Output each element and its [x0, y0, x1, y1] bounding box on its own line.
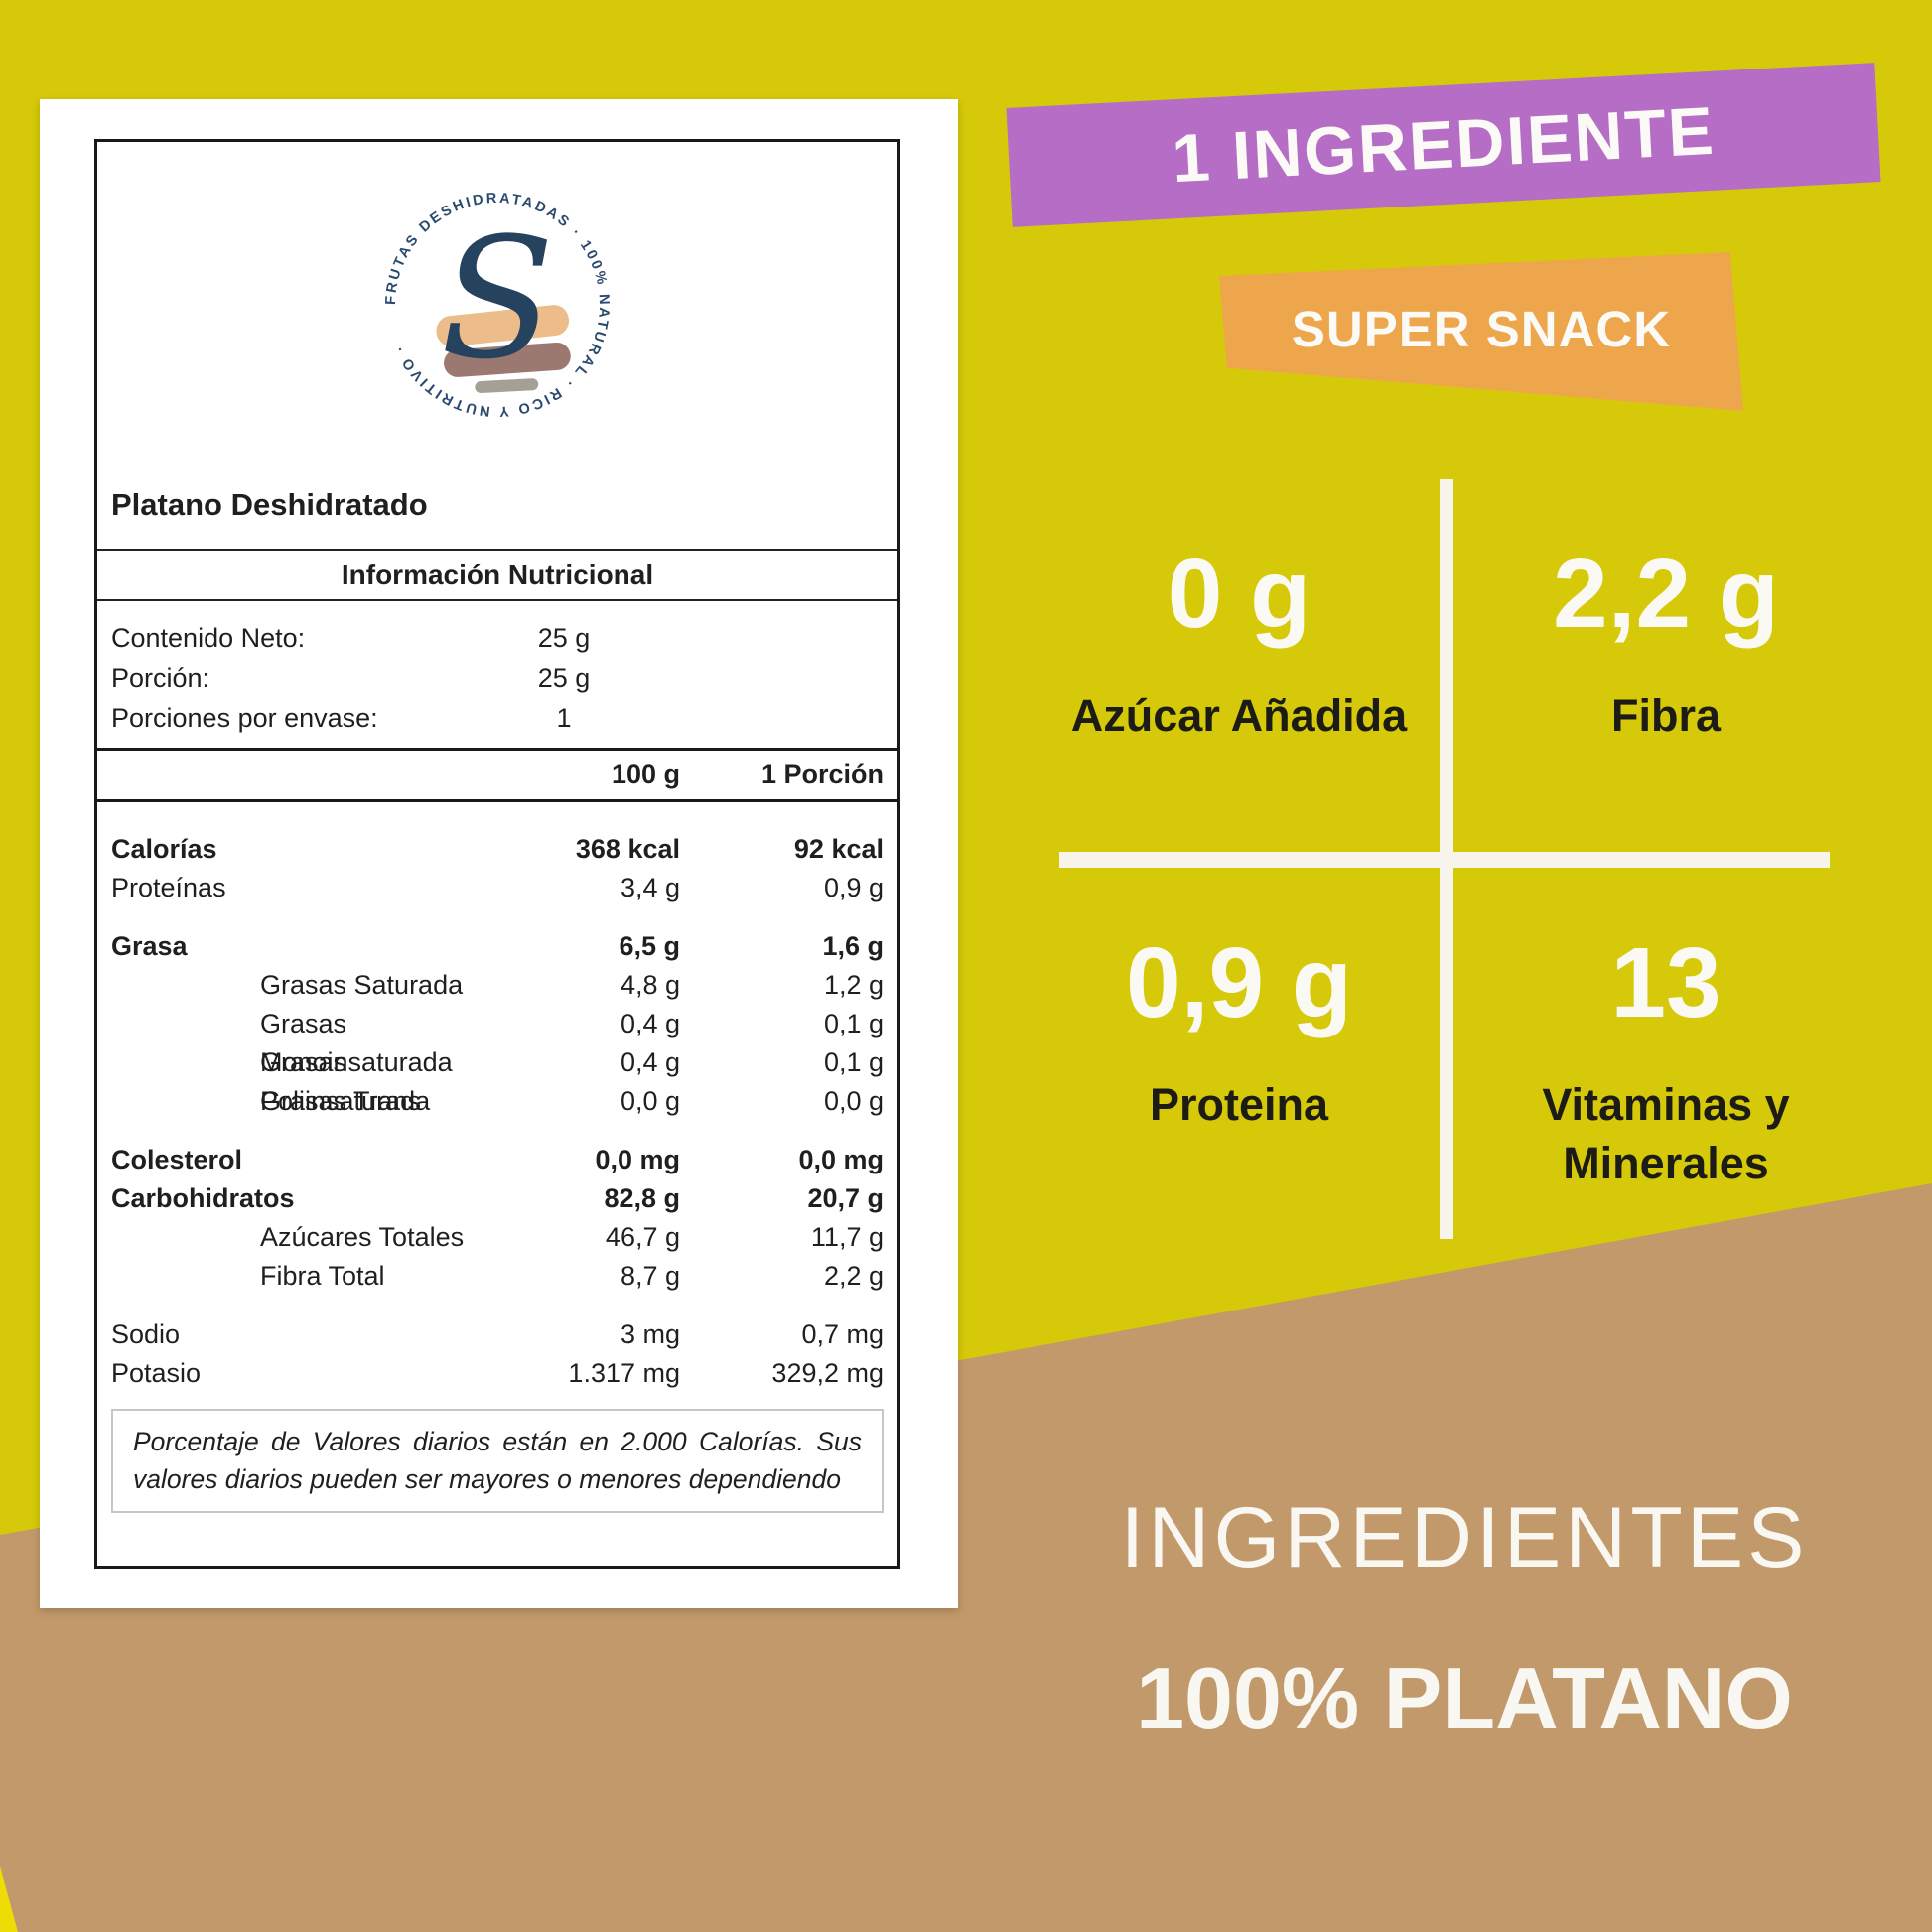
brand-logo: S FRUTAS DESHIDRATADAS · 100% NATURAL · …: [97, 172, 897, 438]
stat-protein: 0,9 g Proteina: [1040, 933, 1438, 1135]
row-value-100g: 368 kcal: [575, 834, 680, 864]
stat-label: Azúcar Añadida: [1070, 690, 1408, 741]
logo-monogram: S: [440, 202, 554, 396]
table-row: Potasio 1.317 mg 329,2 mg: [97, 1354, 897, 1393]
table-row: Fibra Total 8,7 g 2,2 g: [97, 1257, 897, 1296]
meta-label: Porción:: [111, 663, 210, 693]
row-label: Calorías: [111, 834, 217, 864]
row-value-100g: 82,8 g: [604, 1183, 680, 1213]
row-value-100g: 6,5 g: [619, 931, 680, 961]
row-value-100g: 1.317 mg: [568, 1358, 680, 1388]
row-label: Grasas Trans: [260, 1086, 422, 1116]
table-row: Grasas Saturada 4,8 g 1,2 g: [97, 966, 897, 1005]
meta-value: 25 g: [537, 663, 591, 693]
product-title: Platano Deshidratado: [111, 487, 428, 522]
row-value-porcion: 0,1 g: [823, 1009, 884, 1038]
row-value-porcion: 0,1 g: [823, 1047, 884, 1077]
super-snack-banner: SUPER SNACK: [1219, 252, 1743, 411]
row-label: Fibra Total: [260, 1261, 385, 1291]
meta-row: Porción: 25 g: [97, 658, 897, 698]
daily-value-footnote: Porcentaje de Valores diarios están en 2…: [111, 1409, 884, 1513]
row-value-100g: 4,8 g: [620, 970, 680, 1000]
stat-value: 2,2 g: [1553, 538, 1779, 649]
table-row: Proteínas 3,4 g 0,9 g: [97, 869, 897, 907]
stat-fiber: 2,2 g Fibra: [1467, 544, 1864, 746]
row-value-100g: 3,4 g: [620, 873, 680, 902]
row-label: Grasas Poliinsaturada: [260, 1047, 431, 1116]
stat-value: 13: [1610, 927, 1722, 1038]
row-label: Carbohidratos: [111, 1183, 295, 1213]
column-header-empty: [111, 759, 491, 790]
table-row: Calorías 368 kcal 92 kcal: [97, 830, 897, 869]
row-value-porcion: 1,6 g: [822, 931, 884, 961]
row-value-100g: 46,7 g: [605, 1222, 680, 1252]
brush-strokes: [436, 305, 571, 393]
row-value-porcion: 1,2 g: [823, 970, 884, 1000]
row-value-100g: 0,0 g: [620, 1086, 680, 1116]
stat-label: Fibra: [1610, 690, 1722, 741]
column-header-row: 100 g 1 Porción: [97, 748, 897, 802]
row-value-porcion: 20,7 g: [807, 1183, 884, 1213]
row-label: Sodio: [111, 1319, 181, 1349]
row-value-100g: 0,4 g: [620, 1047, 680, 1077]
row-label: Colesterol: [111, 1145, 243, 1174]
table-row: Carbohidratos 82,8 g 20,7 g: [97, 1179, 897, 1218]
stat-value: 0,9 g: [1126, 927, 1352, 1038]
table-row: Azúcares Totales 46,7 g 11,7 g: [97, 1218, 897, 1257]
brand-logo-badge: S FRUTAS DESHIDRATADAS · 100% NATURAL · …: [383, 191, 610, 419]
row-label: Potasio: [111, 1358, 202, 1388]
row-label: Grasas Saturada: [260, 970, 464, 1000]
stat-vitamins-minerals: 13 Vitaminas y Minerales: [1467, 933, 1864, 1192]
nutrient-rows: Calorías 368 kcal 92 kcal Proteínas 3,4 g 0,9…: [97, 802, 897, 1393]
row-value-porcion: 0,9 g: [823, 873, 884, 902]
super-snack-banner-label: SUPER SNACK: [1291, 300, 1672, 357]
column-header-100g: 100 g: [611, 759, 680, 789]
meta-value: 25 g: [537, 623, 591, 653]
row-value-porcion: 92 kcal: [793, 834, 884, 864]
row-value-porcion: 0,7 mg: [801, 1319, 884, 1349]
stat-value: 0 g: [1167, 538, 1311, 649]
meta-label: Porciones por envase:: [111, 703, 378, 733]
ingredient-count-banner-label: 1 INGREDIENTE: [1170, 92, 1718, 198]
table-row: Grasas Poliinsaturada 0,4 g 0,1 g: [97, 1043, 897, 1116]
row-value-100g: 8,7 g: [620, 1261, 680, 1291]
row-value-porcion: 0,0 g: [823, 1086, 884, 1116]
meta-row: Porciones por envase: 1: [97, 698, 897, 738]
row-label: Grasa: [111, 931, 188, 961]
table-section-title: Información Nutricional: [97, 549, 897, 601]
table-row: Grasas Monoinsaturada 0,4 g 0,1 g: [97, 1005, 897, 1077]
ingredient-count-banner: 1 INGREDIENTE: [1006, 63, 1881, 227]
row-label: Grasas Monoinsaturada: [260, 1009, 453, 1077]
row-value-100g: 0,0 mg: [595, 1145, 680, 1174]
row-value-porcion: 11,7 g: [810, 1222, 884, 1252]
serving-info: Contenido Neto: 25 g Porción: 25 g Porci…: [97, 601, 897, 748]
table-row: Colesterol 0,0 mg 0,0 mg: [97, 1141, 897, 1179]
table-row: Grasas Trans 0,0 g 0,0 g: [97, 1082, 897, 1121]
meta-row: Contenido Neto: 25 g: [97, 619, 897, 658]
row-value-porcion: 0,0 mg: [798, 1145, 884, 1174]
quadrant-divider-horizontal: [1059, 852, 1830, 868]
row-label: Proteínas: [111, 873, 226, 902]
nutrition-table: S FRUTAS DESHIDRATADAS · 100% NATURAL · …: [94, 139, 900, 1569]
stat-label: Proteina: [1149, 1079, 1329, 1130]
table-row: Grasa 6,5 g 1,6 g: [97, 927, 897, 966]
stat-added-sugar: 0 g Azúcar Añadida: [1040, 544, 1438, 746]
row-value-porcion: 2,2 g: [823, 1261, 884, 1291]
table-row: Sodio 3 mg 0,7 mg: [97, 1315, 897, 1354]
row-label: Azúcares Totales: [260, 1222, 465, 1252]
row-value-porcion: 329,2 mg: [771, 1358, 884, 1388]
ingredients-value: 100% PLATANO: [1136, 1649, 1793, 1747]
meta-value: 1: [556, 703, 572, 733]
row-value-100g: 3 mg: [620, 1319, 680, 1349]
stat-label: Vitaminas y Minerales: [1542, 1079, 1790, 1188]
ingredients-heading: INGREDIENTES: [1120, 1490, 1809, 1586]
row-value-100g: 0,4 g: [620, 1009, 680, 1038]
meta-label: Contenido Neto:: [111, 623, 306, 653]
column-header-porcion: 1 Porción: [760, 759, 884, 789]
nutrition-card: S FRUTAS DESHIDRATADAS · 100% NATURAL · …: [40, 99, 958, 1608]
